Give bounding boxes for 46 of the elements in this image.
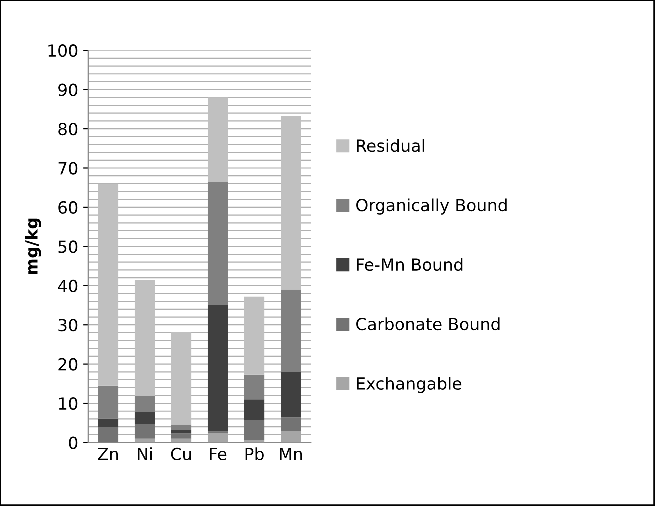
bar (134, 424, 156, 439)
y-tick-label: 90 (58, 84, 78, 96)
legend-label: Fe-Mn Bound (357, 258, 463, 272)
bar (208, 305, 228, 432)
y-tick-label: 20 (58, 358, 78, 371)
y-axis-title: mg/kg (25, 218, 42, 274)
bar (281, 372, 302, 418)
bar (281, 418, 302, 431)
bar (281, 116, 302, 290)
bar (208, 98, 228, 182)
x-tick-label: Ni (138, 448, 152, 460)
bar (208, 182, 228, 306)
bar (98, 427, 119, 443)
bar (244, 420, 265, 440)
bar (244, 296, 265, 375)
y-tick-label: 100 (48, 44, 78, 58)
x-tick-label: Cu (171, 448, 192, 461)
bar (171, 332, 192, 425)
y-tick-label: 50 (58, 240, 78, 254)
bar (134, 396, 156, 412)
y-tick-label: 10 (59, 397, 78, 410)
y-tick-label: 70 (58, 162, 78, 175)
bar (281, 290, 302, 372)
x-tick-label: Mn (280, 448, 302, 460)
legend-label: Carbonate Bound (356, 318, 500, 331)
y-tick-label: 80 (58, 122, 78, 136)
legend-label: Exchangable (357, 377, 462, 394)
bar (134, 280, 156, 396)
bar (98, 418, 119, 428)
bar (171, 434, 192, 439)
legend-label: Organically Bound (356, 198, 507, 215)
bar (244, 374, 265, 400)
bar (98, 184, 119, 386)
legend-label: Residual (357, 139, 424, 152)
x-tick-label: Zn (98, 448, 118, 460)
y-tick-label: 30 (58, 319, 78, 332)
bar (98, 386, 119, 419)
bar (134, 412, 156, 424)
bar (171, 424, 192, 430)
bar (171, 430, 192, 434)
y-tick-label: 60 (58, 201, 78, 214)
y-tick-label: 40 (58, 280, 78, 292)
bar (244, 400, 265, 420)
x-tick-label: Pb (246, 448, 264, 461)
x-tick-label: Fe (210, 448, 227, 461)
y-tick-label: 0 (69, 436, 78, 450)
